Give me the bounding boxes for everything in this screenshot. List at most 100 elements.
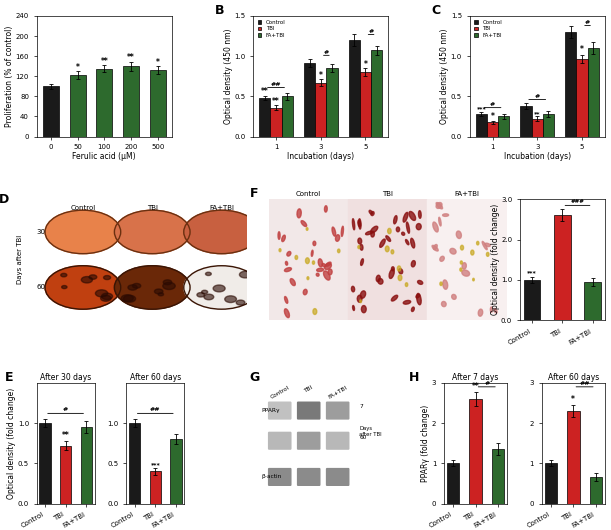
X-axis label: Incubation (days): Incubation (days) [287, 152, 354, 161]
Text: Control: Control [296, 191, 321, 197]
Ellipse shape [323, 271, 330, 280]
Bar [588, 48, 599, 137]
Circle shape [279, 249, 281, 252]
Bar [60, 446, 71, 503]
Ellipse shape [365, 231, 372, 235]
Circle shape [460, 268, 462, 271]
Bar [81, 427, 92, 503]
Text: *: * [571, 395, 576, 404]
FancyBboxPatch shape [297, 432, 321, 450]
FancyBboxPatch shape [297, 468, 321, 486]
Text: D: D [0, 193, 9, 206]
Text: F: F [250, 187, 258, 200]
Circle shape [313, 308, 316, 314]
Ellipse shape [351, 286, 354, 292]
Ellipse shape [297, 209, 301, 218]
Bar [282, 96, 293, 137]
Circle shape [202, 290, 208, 294]
Text: G: G [250, 371, 260, 384]
Ellipse shape [442, 302, 446, 307]
Bar [326, 68, 337, 137]
Ellipse shape [378, 278, 383, 284]
Ellipse shape [371, 226, 378, 233]
Circle shape [306, 258, 309, 263]
Ellipse shape [322, 263, 326, 267]
Circle shape [104, 276, 111, 280]
Circle shape [89, 275, 97, 279]
FancyBboxPatch shape [268, 402, 291, 420]
Bar [348, 199, 428, 320]
Text: ##: ## [579, 381, 590, 386]
Legend: Control, TBI, FA+TBI: Control, TBI, FA+TBI [256, 19, 287, 39]
Bar [123, 66, 139, 137]
Circle shape [387, 228, 391, 234]
Ellipse shape [357, 295, 362, 302]
Text: **: ** [472, 382, 480, 391]
Text: FA+TBI: FA+TBI [209, 206, 234, 211]
Bar [43, 86, 59, 137]
Text: TBI: TBI [304, 385, 314, 394]
Ellipse shape [416, 294, 420, 298]
Text: ##: ## [150, 407, 161, 412]
Text: Control: Control [70, 206, 95, 211]
Ellipse shape [324, 206, 327, 212]
Ellipse shape [452, 294, 456, 299]
Ellipse shape [494, 308, 497, 313]
Ellipse shape [359, 219, 361, 229]
Ellipse shape [311, 250, 313, 257]
Text: 30: 30 [37, 229, 45, 235]
Ellipse shape [398, 269, 403, 274]
Text: *: * [76, 63, 79, 72]
Bar [476, 114, 487, 137]
Bar [554, 216, 571, 320]
Ellipse shape [278, 232, 280, 240]
Text: ***: *** [477, 106, 486, 111]
Title: After 7 days: After 7 days [452, 373, 499, 382]
Circle shape [60, 273, 67, 277]
Bar [543, 114, 554, 137]
Ellipse shape [411, 238, 415, 248]
Bar [304, 64, 315, 137]
Ellipse shape [316, 273, 319, 276]
Ellipse shape [326, 262, 331, 266]
Bar [532, 119, 543, 137]
Circle shape [123, 295, 136, 302]
Bar [447, 463, 459, 504]
Circle shape [62, 286, 67, 289]
Ellipse shape [416, 224, 421, 229]
Circle shape [189, 214, 254, 250]
Circle shape [121, 295, 133, 302]
Circle shape [95, 290, 108, 297]
Circle shape [470, 250, 474, 255]
FancyBboxPatch shape [326, 432, 349, 450]
Bar [498, 117, 510, 137]
Text: 7: 7 [359, 404, 363, 410]
Text: **: ** [100, 57, 108, 66]
Text: #: # [535, 94, 540, 99]
Circle shape [163, 280, 172, 285]
Ellipse shape [417, 294, 421, 305]
Circle shape [204, 294, 214, 300]
Ellipse shape [397, 227, 400, 232]
Circle shape [461, 245, 464, 250]
FancyBboxPatch shape [268, 432, 291, 450]
Text: TBI: TBI [382, 191, 393, 197]
Circle shape [486, 252, 489, 257]
Ellipse shape [436, 202, 442, 208]
Text: C: C [432, 4, 441, 17]
Ellipse shape [360, 291, 365, 298]
Ellipse shape [401, 232, 404, 235]
Text: Control: Control [269, 385, 290, 400]
FancyBboxPatch shape [326, 468, 349, 486]
Y-axis label: Optical density (450 nm): Optical density (450 nm) [224, 29, 233, 124]
Circle shape [101, 295, 111, 301]
Text: Days
after TBI: Days after TBI [359, 426, 382, 437]
Ellipse shape [433, 222, 438, 232]
Ellipse shape [411, 261, 415, 267]
Ellipse shape [411, 307, 414, 312]
Ellipse shape [393, 216, 397, 224]
Text: #: # [324, 50, 329, 55]
Circle shape [358, 245, 360, 249]
Circle shape [45, 266, 121, 309]
Ellipse shape [360, 244, 363, 250]
